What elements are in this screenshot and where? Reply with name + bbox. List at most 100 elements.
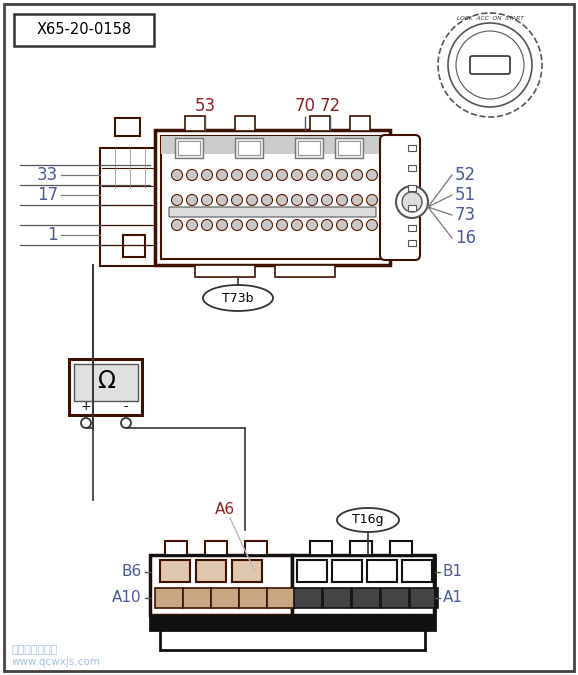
- Bar: [350, 116, 370, 131]
- FancyBboxPatch shape: [380, 135, 420, 260]
- Text: 53: 53: [194, 97, 216, 115]
- Bar: [298, 141, 320, 155]
- Bar: [275, 265, 335, 277]
- Circle shape: [121, 418, 131, 428]
- Circle shape: [276, 169, 287, 180]
- Bar: [100, 148, 155, 266]
- Circle shape: [321, 169, 332, 180]
- Text: 16: 16: [455, 229, 476, 247]
- Circle shape: [456, 31, 524, 99]
- Text: T16g: T16g: [352, 514, 384, 526]
- FancyBboxPatch shape: [470, 56, 510, 74]
- Bar: [408, 145, 416, 151]
- Circle shape: [438, 13, 542, 117]
- Bar: [211, 588, 239, 608]
- Text: 73: 73: [455, 206, 476, 224]
- Text: 汽车维修技术网: 汽车维修技术网: [12, 645, 58, 655]
- Circle shape: [336, 194, 347, 205]
- Circle shape: [366, 219, 377, 230]
- Circle shape: [351, 219, 362, 230]
- Text: LOCK  ACC  ON  START: LOCK ACC ON START: [457, 16, 524, 22]
- Bar: [235, 138, 263, 158]
- Circle shape: [261, 219, 272, 230]
- Circle shape: [172, 194, 183, 205]
- Bar: [267, 588, 295, 608]
- Bar: [295, 138, 323, 158]
- Bar: [310, 116, 330, 131]
- Bar: [410, 588, 438, 608]
- Circle shape: [202, 194, 213, 205]
- Circle shape: [187, 169, 198, 180]
- Bar: [292, 555, 434, 615]
- Circle shape: [351, 169, 362, 180]
- Circle shape: [172, 219, 183, 230]
- Text: -: -: [124, 400, 128, 414]
- Bar: [150, 615, 435, 630]
- Bar: [165, 541, 187, 556]
- Text: 33: 33: [37, 166, 58, 184]
- Circle shape: [187, 194, 198, 205]
- Bar: [150, 555, 435, 630]
- Circle shape: [402, 192, 422, 212]
- Circle shape: [448, 23, 532, 107]
- Circle shape: [232, 169, 243, 180]
- Bar: [155, 588, 183, 608]
- Bar: [408, 225, 416, 231]
- Ellipse shape: [337, 508, 399, 532]
- Circle shape: [276, 194, 287, 205]
- Bar: [408, 185, 416, 191]
- Circle shape: [351, 194, 362, 205]
- Text: B6: B6: [122, 564, 142, 580]
- Bar: [205, 541, 227, 556]
- Bar: [390, 541, 412, 556]
- Bar: [185, 116, 205, 131]
- Circle shape: [336, 169, 347, 180]
- Bar: [245, 541, 267, 556]
- Circle shape: [246, 219, 258, 230]
- Circle shape: [202, 169, 213, 180]
- Text: A6: A6: [215, 502, 235, 518]
- Circle shape: [291, 194, 302, 205]
- Circle shape: [336, 219, 347, 230]
- Text: T73b: T73b: [223, 292, 254, 304]
- Bar: [297, 560, 327, 582]
- Circle shape: [232, 219, 243, 230]
- Text: 51: 51: [455, 186, 476, 204]
- Circle shape: [276, 219, 287, 230]
- Bar: [175, 138, 203, 158]
- Circle shape: [321, 219, 332, 230]
- Bar: [161, 136, 384, 154]
- Bar: [408, 205, 416, 211]
- Text: +: +: [81, 400, 91, 414]
- Circle shape: [291, 219, 302, 230]
- Bar: [160, 630, 425, 650]
- Bar: [70, 360, 142, 415]
- Bar: [408, 165, 416, 171]
- Text: 70: 70: [295, 97, 316, 115]
- Circle shape: [306, 169, 317, 180]
- Bar: [196, 560, 226, 582]
- Circle shape: [81, 418, 91, 428]
- Text: 72: 72: [320, 97, 340, 115]
- Bar: [239, 588, 267, 608]
- Bar: [323, 588, 351, 608]
- Bar: [183, 588, 211, 608]
- Text: X65-20-0158: X65-20-0158: [36, 22, 132, 38]
- Bar: [232, 560, 262, 582]
- Bar: [338, 141, 360, 155]
- Circle shape: [366, 194, 377, 205]
- Bar: [408, 240, 416, 246]
- Circle shape: [396, 186, 428, 218]
- Text: 52: 52: [455, 166, 476, 184]
- Circle shape: [261, 194, 272, 205]
- Circle shape: [246, 169, 258, 180]
- Bar: [68, 358, 144, 417]
- Ellipse shape: [203, 285, 273, 311]
- Bar: [235, 116, 255, 131]
- FancyBboxPatch shape: [169, 207, 376, 217]
- Text: www.qcwxjs.com: www.qcwxjs.com: [12, 657, 101, 667]
- Bar: [115, 118, 140, 136]
- Bar: [238, 141, 260, 155]
- Circle shape: [187, 219, 198, 230]
- Bar: [381, 588, 409, 608]
